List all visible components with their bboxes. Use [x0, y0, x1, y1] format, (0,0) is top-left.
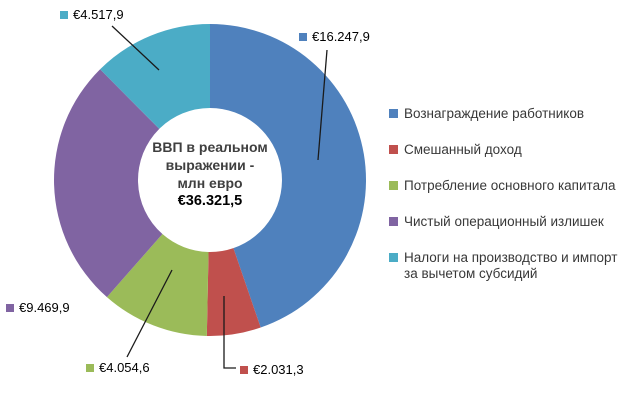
legend: Вознаграждение работников Смешанный доход… — [389, 106, 621, 302]
value-label-swatch-icon — [86, 363, 94, 372]
legend-swatch-icon — [389, 181, 398, 190]
value-label-1: €2.031,3 — [240, 362, 304, 377]
legend-item-3: Чистый операционный излишек — [389, 214, 621, 230]
value-label-swatch-icon — [6, 303, 14, 312]
leader-line-1 — [223, 296, 236, 369]
legend-label: Налоги на производство и импорт за вычето… — [404, 250, 618, 281]
value-label-4: €4.517,9 — [60, 7, 124, 22]
legend-label: Смешанный доход — [404, 142, 522, 157]
value-label-0: €16.247,9 — [299, 29, 370, 44]
pie-slice-0 — [210, 24, 367, 328]
legend-label: Чистый операционный излишек — [404, 214, 604, 229]
pie-slice-1 — [206, 248, 261, 337]
legend-item-2: Потребление основного капитала — [389, 178, 621, 194]
value-label-text: €9.469,9 — [19, 300, 70, 315]
legend-swatch-icon — [389, 109, 398, 118]
pie-slice-2 — [106, 234, 209, 336]
leader-line-0 — [317, 49, 328, 161]
leader-line-4 — [111, 25, 160, 71]
value-label-swatch-icon — [240, 365, 248, 374]
pie-slice-3 — [54, 69, 163, 298]
value-label-text: €4.517,9 — [73, 7, 124, 22]
value-label-2: €4.054,6 — [86, 360, 150, 375]
value-label-text: €16.247,9 — [312, 29, 370, 44]
legend-item-4: Налоги на производство и импорт за вычето… — [389, 250, 621, 282]
legend-item-1: Смешанный доход — [389, 142, 621, 158]
pie-slice-4 — [100, 24, 210, 129]
legend-label: Вознаграждение работников — [404, 106, 585, 121]
leader-line-2 — [126, 269, 173, 358]
legend-swatch-icon — [389, 145, 398, 154]
legend-swatch-icon — [389, 217, 398, 226]
value-label-text: €2.031,3 — [253, 362, 304, 377]
value-label-swatch-icon — [299, 32, 307, 41]
value-label-3: €9.469,9 — [6, 300, 70, 315]
value-label-swatch-icon — [60, 10, 68, 19]
value-label-text: €4.054,6 — [99, 360, 150, 375]
legend-item-0: Вознаграждение работников — [389, 106, 621, 122]
legend-swatch-icon — [389, 253, 398, 262]
legend-label: Потребление основного капитала — [404, 178, 616, 193]
